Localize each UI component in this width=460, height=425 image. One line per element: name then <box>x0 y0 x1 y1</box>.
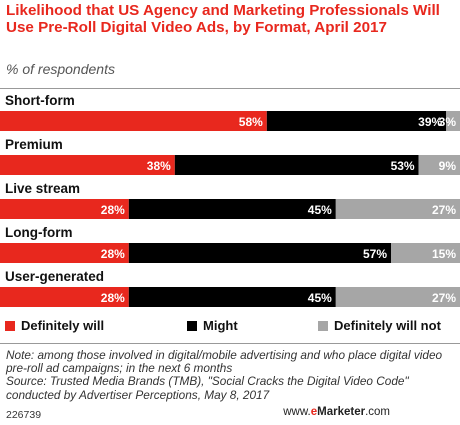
brand-logo: www.eMarketer.com <box>283 406 390 418</box>
category-label-short-form: Short-form <box>5 93 75 108</box>
legend-swatch-definitely-will-not <box>318 321 328 331</box>
label-long-form-might: 57% <box>363 247 387 261</box>
label-short-form-might: 39% <box>418 115 442 129</box>
label-premium-definitely-will: 38% <box>147 159 171 173</box>
bar-long-form-definitely-will <box>0 243 129 263</box>
bar-premium-might <box>174 155 419 175</box>
label-live-stream-definitely-will: 28% <box>101 203 125 217</box>
bar-user-generated-definitely-will-not <box>335 287 460 307</box>
bar-short-form-might <box>266 111 447 131</box>
label-long-form-definitely-will-not: 15% <box>432 247 456 261</box>
label-short-form-definitely-will: 58% <box>239 115 263 129</box>
label-long-form-definitely-will: 28% <box>101 247 125 261</box>
label-user-generated-might: 45% <box>308 291 332 305</box>
bottom-divider <box>0 343 460 344</box>
bar-long-form-might <box>128 243 392 263</box>
category-label-user-generated: User-generated <box>5 269 105 284</box>
category-label-premium: Premium <box>5 137 63 152</box>
legend-item-might: Might <box>187 318 238 333</box>
bar-premium-definitely-will <box>0 155 175 175</box>
legend-item-definitely-will-not: Definitely will not <box>318 318 441 333</box>
source-text: Source: Trusted Media Brands (TMB), "Soc… <box>6 374 409 402</box>
legend-item-definitely-will: Definitely will <box>5 318 104 333</box>
brand-prefix: www. <box>283 406 311 418</box>
label-short-form-definitely-will-not: 3% <box>439 115 457 129</box>
brand-e: e <box>310 406 318 418</box>
bar-user-generated-might <box>128 287 336 307</box>
bar-live-stream-definitely-will-not <box>335 199 460 219</box>
bar-live-stream-definitely-will <box>0 199 129 219</box>
label-premium-might: 53% <box>391 159 415 173</box>
note-text: Note: among those involved in digital/mo… <box>6 348 443 376</box>
label-user-generated-definitely-will-not: 27% <box>432 291 456 305</box>
bar-user-generated-definitely-will <box>0 287 129 307</box>
label-live-stream-might: 45% <box>308 203 332 217</box>
category-label-live-stream: Live stream <box>5 181 81 196</box>
legend-label-might: Might <box>203 318 238 333</box>
bar-live-stream-might <box>128 199 336 219</box>
chart-id: 226739 <box>6 409 42 421</box>
bar-short-form-definitely-will <box>0 111 267 131</box>
legend-swatch-definitely-will <box>5 321 15 331</box>
legend-label-definitely-will-not: Definitely will not <box>334 318 441 333</box>
footnote: Note: among those involved in digital/mo… <box>6 348 456 402</box>
chart-subtitle: % of respondents <box>6 61 115 77</box>
bar-long-form-definitely-will-not <box>391 243 460 263</box>
legend-swatch-might <box>187 321 197 331</box>
label-user-generated-definitely-will: 28% <box>101 291 125 305</box>
brand-marketer: Marketer <box>317 406 366 418</box>
brand-suffix: .com <box>365 406 390 418</box>
bar-premium-definitely-will-not <box>418 155 460 175</box>
label-premium-definitely-will-not: 9% <box>439 159 457 173</box>
category-label-long-form: Long-form <box>5 225 73 240</box>
chart-title: Likelihood that US Agency and Marketing … <box>6 2 440 36</box>
label-live-stream-definitely-will-not: 27% <box>432 203 456 217</box>
top-divider <box>0 88 460 89</box>
legend-label-definitely-will: Definitely will <box>21 318 105 333</box>
bar-short-form-definitely-will-not <box>446 111 460 131</box>
